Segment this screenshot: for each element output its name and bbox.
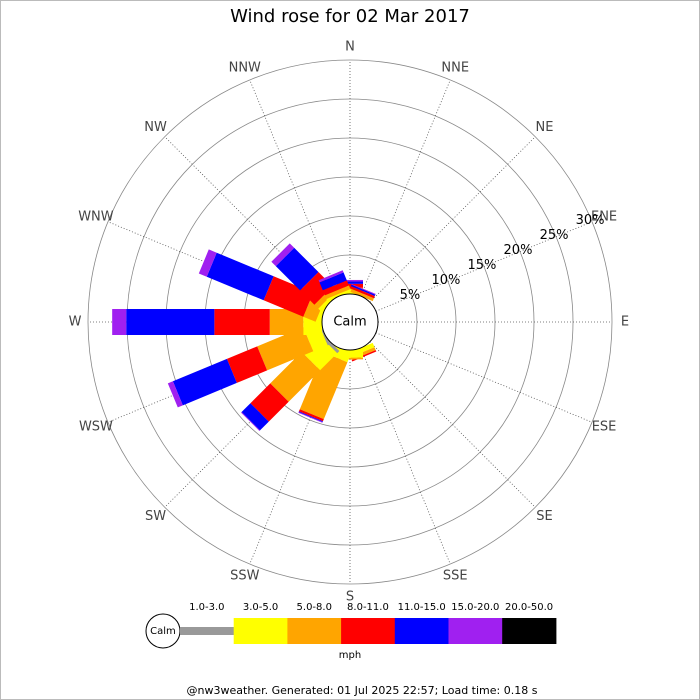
direction-label: SE <box>536 509 552 524</box>
chart-title: Wind rose for 02 Mar 2017 <box>230 6 470 27</box>
bar-segment <box>318 270 344 283</box>
bar-segment <box>226 346 268 383</box>
bar-segment <box>172 358 237 406</box>
bar-segment <box>337 279 363 282</box>
legend-swatch <box>233 618 288 644</box>
r-tick-label: 30% <box>576 213 605 228</box>
r-tick-label: 5% <box>400 288 421 303</box>
legend-swatch <box>394 618 449 644</box>
bar-segment <box>206 252 274 301</box>
legend-swatch <box>448 618 503 644</box>
legend-calm-label: Calm <box>150 626 176 637</box>
bar-segment <box>269 309 304 335</box>
legend-swatch <box>502 618 557 644</box>
bar-segment <box>326 288 352 302</box>
calm-circle <box>321 293 379 351</box>
direction-label: E <box>621 315 629 330</box>
bar-segment <box>319 272 347 291</box>
bar-segment <box>275 247 319 291</box>
bar-segment <box>298 409 324 422</box>
direction-label: WNW <box>78 209 114 224</box>
bar-segment <box>241 412 260 431</box>
legend-swatch <box>287 618 342 644</box>
legend-label: 3.0-5.0 <box>243 602 278 613</box>
spoke <box>249 79 340 297</box>
bar-segment <box>299 352 348 420</box>
direction-label: SSW <box>230 569 260 584</box>
r-tick-label: 15% <box>468 258 497 273</box>
bar-segment <box>349 286 375 299</box>
bar-segment <box>298 412 323 423</box>
direction-label: NE <box>535 120 553 135</box>
legend-label: 11.0-15.0 <box>398 602 446 613</box>
calm-label: Calm <box>333 315 366 330</box>
bar-segment <box>337 283 363 288</box>
direction-label: ENE <box>591 209 617 224</box>
legend-swatch <box>180 627 235 635</box>
bar-segment <box>112 309 127 335</box>
spoke <box>360 79 451 297</box>
direction-label: SSE <box>443 569 468 584</box>
r-tick-label: 20% <box>504 243 533 258</box>
bar-segment <box>126 309 215 335</box>
direction-label: W <box>69 315 82 330</box>
bar-segment <box>270 351 321 402</box>
legend-label: 5.0-8.0 <box>297 602 332 613</box>
bar-segment <box>167 381 183 408</box>
direction-label: WSW <box>79 420 113 435</box>
spoke <box>375 221 593 312</box>
bar-segment <box>214 309 270 335</box>
direction-label: N <box>345 40 355 55</box>
spoke <box>360 347 451 565</box>
spoke <box>369 341 536 508</box>
bar-segment <box>263 276 314 317</box>
bar-segment <box>198 249 217 277</box>
bar-segment <box>324 285 351 299</box>
legend-label: 8.0-11.0 <box>347 602 389 613</box>
bar-segment <box>350 284 376 297</box>
bar-segment <box>337 281 363 284</box>
bar-segment <box>322 280 349 296</box>
spoke <box>375 332 593 423</box>
grid-ring <box>87 59 613 585</box>
direction-label: S <box>346 590 354 605</box>
bar-segment <box>250 383 289 422</box>
legend-label: 20.0-50.0 <box>505 602 553 613</box>
spoke <box>369 136 536 303</box>
bar-segment <box>298 411 323 423</box>
r-tick-label: 25% <box>540 228 569 243</box>
r-tick-label: 10% <box>431 273 460 288</box>
legend-swatch <box>341 618 396 644</box>
bar-segment <box>257 327 314 371</box>
bar-segment <box>241 403 269 431</box>
unit-label: mph <box>339 650 361 661</box>
bar-segment <box>348 288 374 302</box>
bar-segment <box>271 243 295 267</box>
direction-label: NNW <box>229 60 261 75</box>
bar-segment <box>337 357 363 360</box>
bar-segment <box>351 283 376 295</box>
direction-label: ESE <box>592 420 617 435</box>
legend-label: 1.0-3.0 <box>189 602 224 613</box>
direction-label: NW <box>144 120 167 135</box>
direction-label: SW <box>145 509 166 524</box>
direction-label: NNE <box>441 60 469 75</box>
legend-label: 15.0-20.0 <box>451 602 499 613</box>
footer: @nw3weather. Generated: 01 Jul 2025 22:5… <box>187 684 538 697</box>
bar-segment <box>337 291 363 294</box>
